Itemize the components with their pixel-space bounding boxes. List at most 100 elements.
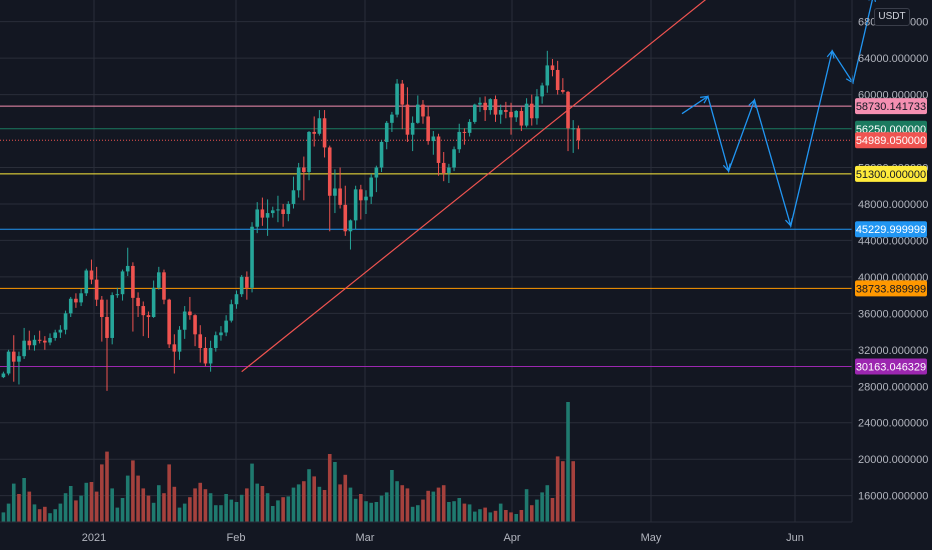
candle-body — [467, 121, 472, 133]
candle-body — [576, 128, 581, 141]
candle-body — [265, 213, 270, 218]
price-label: 54989.050000 — [856, 135, 926, 147]
candle-body — [390, 114, 394, 123]
candle-body — [276, 209, 280, 211]
y-tick-label: 28000.000000 — [858, 381, 928, 393]
volume-bar — [125, 475, 130, 522]
volume-bar — [296, 484, 301, 522]
price-axis: 68000.00000064000.00000060000.0000005200… — [0, 0, 928, 523]
volume-bar — [177, 507, 182, 522]
volume-bar — [162, 493, 166, 522]
candle-body — [250, 226, 254, 288]
volume-bar — [400, 485, 405, 522]
volume-bar — [307, 469, 311, 522]
volume-bar — [472, 511, 477, 522]
volume-bar — [120, 498, 125, 522]
candle-body — [203, 347, 208, 364]
volume-bar — [146, 495, 151, 522]
volume-bar — [426, 490, 430, 522]
volume-bar — [566, 402, 570, 522]
candle-body — [89, 270, 94, 280]
projection-arrowhead — [722, 163, 731, 173]
candle-body — [58, 329, 63, 333]
volume-bar — [384, 492, 389, 522]
candle-body — [561, 90, 565, 92]
currency-label[interactable]: USDT — [874, 8, 910, 26]
volume-bar — [431, 491, 436, 522]
grid — [0, 0, 852, 522]
candle-body — [493, 99, 498, 115]
candle-body — [48, 337, 52, 343]
candle-body — [84, 270, 89, 294]
price-label-bg — [855, 358, 927, 375]
candle-body — [94, 279, 99, 300]
candle-body — [348, 220, 353, 232]
projection-arrowhead — [700, 95, 709, 104]
volume-bar — [100, 464, 104, 522]
candle-body — [483, 102, 487, 111]
y-tick-label: 36000.000000 — [858, 308, 928, 320]
candle-body — [146, 315, 151, 317]
candle-body — [53, 332, 57, 338]
volume-bar — [410, 506, 415, 522]
trend-line — [241, 0, 707, 373]
volume-bar — [353, 498, 358, 522]
candle-body — [131, 265, 135, 298]
projection-arrowhead — [748, 98, 756, 108]
candle-body — [441, 162, 446, 173]
volume-bar — [224, 494, 228, 522]
candle-body — [452, 149, 456, 168]
candle-body — [208, 347, 213, 364]
volume-bar — [514, 514, 519, 522]
volume-bar — [245, 488, 249, 522]
volume-bar — [302, 481, 306, 522]
candle-body — [529, 103, 534, 119]
volume-bar — [462, 503, 467, 522]
volume-bar — [110, 488, 114, 522]
volume-bar — [322, 490, 327, 522]
x-tick-label: Mar — [356, 532, 375, 544]
candle-body — [416, 104, 420, 123]
candle-body — [219, 332, 223, 336]
volume-bar — [457, 498, 462, 522]
candle-body — [182, 311, 187, 330]
volume-bar — [338, 484, 342, 522]
volume-bar — [22, 478, 26, 522]
volume-bar — [157, 485, 161, 522]
volume-bar — [436, 487, 441, 522]
price-label: 58730.141733 — [856, 101, 926, 113]
volume-bar — [483, 507, 487, 522]
candle-body — [162, 272, 166, 300]
volume-bar — [529, 505, 534, 522]
volume-bar — [452, 501, 456, 522]
candle-body — [504, 110, 508, 112]
candle-body — [498, 110, 503, 115]
candle-body — [198, 334, 203, 348]
candle-body — [333, 188, 337, 196]
candle-body — [37, 339, 42, 341]
price-label-bg — [855, 165, 927, 182]
volume-bar — [395, 481, 399, 522]
volume-bar — [229, 499, 234, 522]
volume-bar — [188, 497, 192, 522]
candle-body — [193, 315, 197, 335]
volume-bar — [32, 504, 37, 522]
volume-bar — [379, 495, 384, 522]
time-axis: 2021 Feb Mar Apr May Jun — [82, 532, 804, 544]
candle-body — [405, 104, 410, 135]
candle-body — [478, 102, 482, 105]
volume-bar — [390, 470, 394, 522]
candle-body — [245, 276, 249, 288]
candle-body — [519, 110, 524, 126]
y-tick-label: 44000.000000 — [858, 235, 928, 247]
price-label: 30163.046329 — [856, 362, 926, 374]
candle-body — [307, 131, 311, 173]
candle-body — [157, 272, 161, 288]
volume-bar — [105, 451, 109, 522]
volume-bar — [198, 482, 203, 522]
volume-bar — [540, 492, 544, 522]
candle-body — [374, 167, 379, 178]
volume-bar — [374, 502, 379, 522]
projection-arrowhead — [826, 49, 835, 59]
